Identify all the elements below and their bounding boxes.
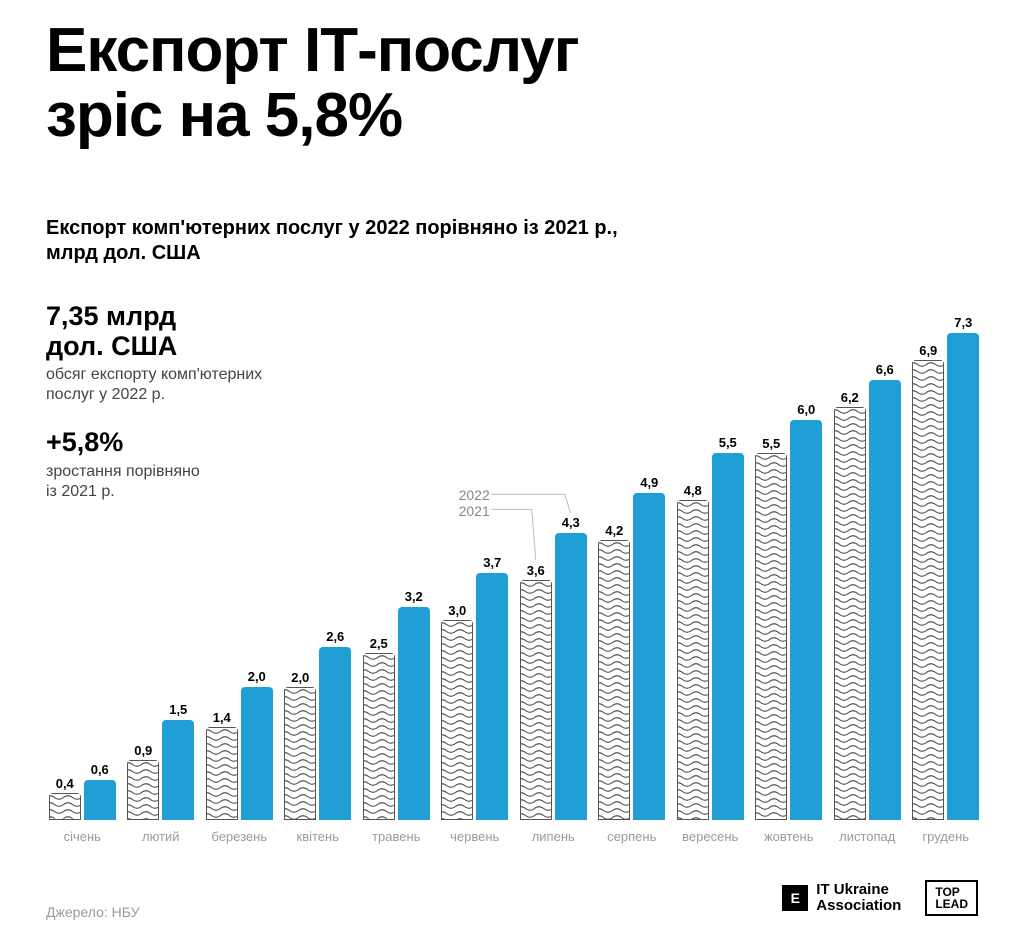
month-label: березень xyxy=(203,829,276,844)
bar-2022: 2,6 xyxy=(319,647,351,820)
bar-2021-value: 3,6 xyxy=(527,563,545,578)
chart-subtitle: Експорт комп'ютерних послуг у 2022 порів… xyxy=(46,216,618,266)
bar-2022: 0,6 xyxy=(84,780,116,820)
source-label: Джерело: НБУ xyxy=(46,904,140,920)
bar-2022-value: 1,5 xyxy=(169,702,187,717)
bar-2021: 1,4 xyxy=(206,727,238,820)
bar-2022: 4,9 xyxy=(633,493,665,820)
bar-2021: 4,2 xyxy=(598,540,630,820)
footer-logos: E IT UkraineAssociation TOPLEAD xyxy=(782,880,978,916)
bar-2021: 2,0 xyxy=(284,687,316,820)
bar-2022-value: 2,0 xyxy=(248,669,266,684)
bar-2022: 3,2 xyxy=(398,607,430,820)
bar-2022-value: 4,9 xyxy=(640,475,658,490)
bar-2022-value: 6,0 xyxy=(797,402,815,417)
month-label: грудень xyxy=(910,829,983,844)
bar-chart: 0,40,6січень0,91,5лютий1,42,0березень2,0… xyxy=(46,290,982,850)
bar-2021: 0,9 xyxy=(127,760,159,820)
bar-2022-value: 0,6 xyxy=(91,762,109,777)
month-label: липень xyxy=(517,829,590,844)
bar-2022: 4,3 xyxy=(555,533,587,820)
bar-2021-value: 6,9 xyxy=(919,343,937,358)
logo-it-ukraine: E IT UkraineAssociation xyxy=(782,882,901,914)
bar-2022-value: 3,7 xyxy=(483,555,501,570)
month-group: 4,85,5вересень xyxy=(674,290,747,820)
bar-2021: 4,8 xyxy=(677,500,709,820)
bar-2021: 0,4 xyxy=(49,793,81,820)
month-group: 4,24,9серпень xyxy=(596,290,669,820)
bar-2021-value: 3,0 xyxy=(448,603,466,618)
month-label: лютий xyxy=(125,829,198,844)
legend-2021: 2021 xyxy=(450,503,490,519)
bar-2021: 6,9 xyxy=(912,360,944,820)
month-group: 3,64,3липень xyxy=(517,290,590,820)
month-label: червень xyxy=(439,829,512,844)
bar-2021-value: 4,2 xyxy=(605,523,623,538)
bar-2022-value: 6,6 xyxy=(876,362,894,377)
month-label: серпень xyxy=(596,829,669,844)
bar-2021: 6,2 xyxy=(834,407,866,820)
month-group: 6,26,6листопад xyxy=(831,290,904,820)
month-group: 5,56,0жовтень xyxy=(753,290,826,820)
bar-2022: 6,0 xyxy=(790,420,822,820)
bar-2021-value: 6,2 xyxy=(841,390,859,405)
bar-2021-value: 0,9 xyxy=(134,743,152,758)
bar-2021-value: 1,4 xyxy=(213,710,231,725)
bar-2021-value: 0,4 xyxy=(56,776,74,791)
bar-2021: 3,6 xyxy=(520,580,552,820)
month-group: 0,40,6січень xyxy=(46,290,119,820)
bar-2022-value: 3,2 xyxy=(405,589,423,604)
bar-2022-value: 2,6 xyxy=(326,629,344,644)
month-label: травень xyxy=(360,829,433,844)
month-label: січень xyxy=(46,829,119,844)
month-label: жовтень xyxy=(753,829,826,844)
month-label: листопад xyxy=(831,829,904,844)
bar-2022: 6,6 xyxy=(869,380,901,820)
bar-2022: 1,5 xyxy=(162,720,194,820)
month-group: 3,03,7червень xyxy=(439,290,512,820)
bar-2021: 3,0 xyxy=(441,620,473,820)
bar-2022: 2,0 xyxy=(241,687,273,820)
page-title: Експорт ІТ-послугзріс на 5,8% xyxy=(46,18,579,148)
month-group: 0,91,5лютий xyxy=(125,290,198,820)
legend-2022: 2022 xyxy=(450,487,490,503)
bar-2021-value: 5,5 xyxy=(762,436,780,451)
bar-2022: 3,7 xyxy=(476,573,508,820)
bar-2021-value: 2,0 xyxy=(291,670,309,685)
bar-2021: 5,5 xyxy=(755,453,787,820)
logo-top-lead: TOPLEAD xyxy=(925,880,978,916)
month-group: 2,02,6квітень xyxy=(282,290,355,820)
bar-2022-value: 7,3 xyxy=(954,315,972,330)
month-label: квітень xyxy=(282,829,355,844)
bar-2021-value: 2,5 xyxy=(370,636,388,651)
month-group: 6,97,3грудень xyxy=(910,290,983,820)
bar-2021-value: 4,8 xyxy=(684,483,702,498)
bar-2022: 5,5 xyxy=(712,453,744,820)
bar-2022-value: 5,5 xyxy=(719,435,737,450)
month-label: вересень xyxy=(674,829,747,844)
month-group: 1,42,0березень xyxy=(203,290,276,820)
bar-2022: 7,3 xyxy=(947,333,979,820)
month-group: 2,53,2травень xyxy=(360,290,433,820)
bar-2022-value: 4,3 xyxy=(562,515,580,530)
logo-it-ukraine-mark: E xyxy=(782,885,808,911)
logo-it-ukraine-text: IT UkraineAssociation xyxy=(816,882,901,914)
series-legend: 2022 2021 xyxy=(450,487,490,519)
bar-2021: 2,5 xyxy=(363,653,395,820)
